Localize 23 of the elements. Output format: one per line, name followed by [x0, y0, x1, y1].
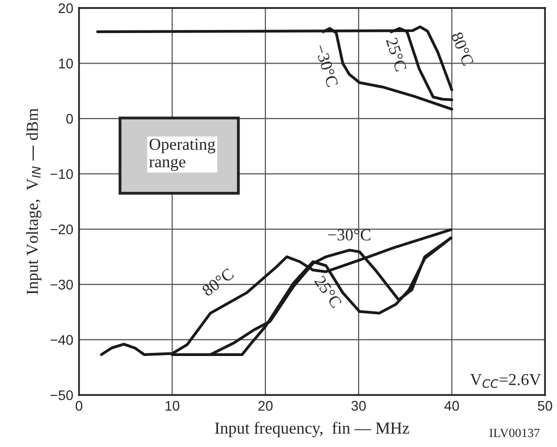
annotation: 80°C: [201, 268, 234, 297]
x-tick-label: 0: [76, 400, 82, 411]
annotation: Operating range: [149, 138, 216, 171]
y-tick-label: −20: [50, 224, 73, 234]
x-tick-label: 30: [351, 400, 366, 411]
x-tick-label: 50: [538, 400, 552, 411]
x-tick-label: 10: [166, 400, 180, 411]
x-axis-title: Input frequency, fin — MHz: [215, 422, 410, 438]
x-tick-label: 20: [258, 400, 273, 411]
y-tick-label: 10: [59, 58, 73, 68]
y-tick-label: −50: [50, 390, 73, 400]
y-tick-label: −30: [50, 280, 73, 290]
x-tick-label: 40: [444, 400, 459, 411]
annotation: 25°C: [386, 37, 407, 72]
annotation: −30°C: [314, 44, 338, 88]
y-tick-label: −10: [50, 169, 73, 180]
y-axis-title: Input Voltage, V$_{IN}$ — dBm: [26, 108, 42, 294]
y-tick-label: 20: [58, 3, 73, 14]
y-tick-label: 0: [66, 114, 73, 124]
text: ILV00137: [490, 428, 540, 438]
annotation: 80°C: [451, 31, 474, 66]
y-tick-label: −40: [50, 335, 73, 345]
annotation: V$_{CC}$=2.6V: [470, 374, 541, 388]
